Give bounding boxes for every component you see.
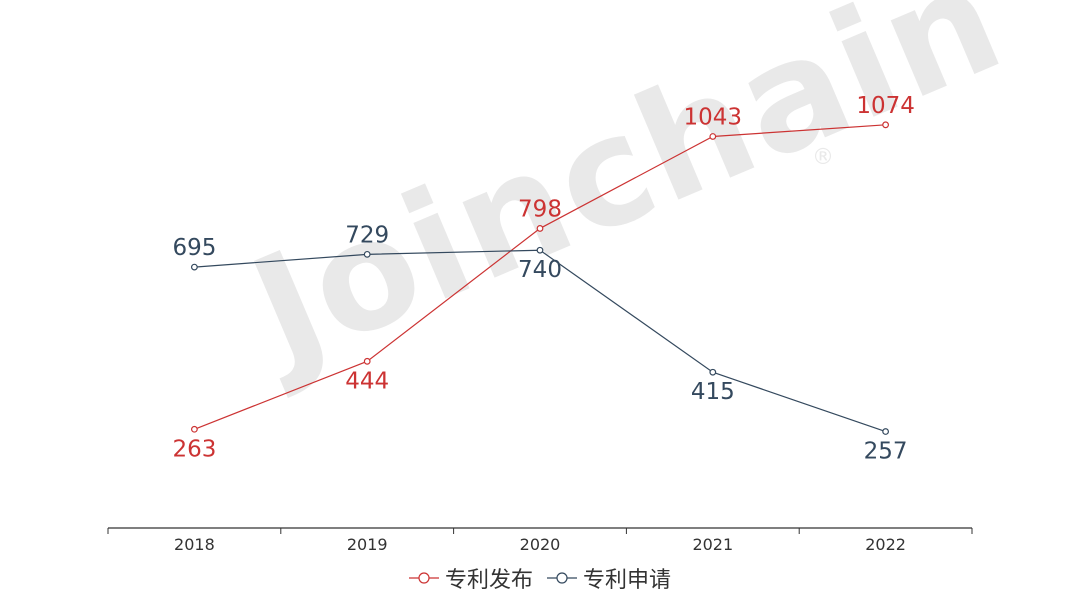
x-tick-label: 2018 [174, 535, 215, 554]
data-label: 1074 [856, 93, 915, 119]
data-point[interactable] [190, 263, 198, 271]
data-label: 695 [172, 235, 216, 261]
data-label: 257 [864, 439, 908, 465]
data-label: 729 [345, 222, 389, 248]
x-tick-label: 2019 [347, 535, 388, 554]
legend-item[interactable]: 专利申请 [547, 562, 671, 594]
chart-legend: 专利发布 专利申请 [0, 562, 1080, 594]
data-label: 1043 [684, 104, 743, 130]
data-label: 263 [172, 436, 216, 462]
data-label: 444 [345, 368, 389, 394]
data-label: 740 [518, 257, 562, 283]
x-tick-label: 2020 [520, 535, 561, 554]
data-label: 415 [691, 379, 735, 405]
x-tick-label: 2022 [865, 535, 906, 554]
x-tick-label: 2021 [692, 535, 733, 554]
data-point[interactable] [190, 425, 198, 433]
legend-label: 专利申请 [583, 568, 672, 593]
data-point[interactable] [363, 357, 371, 365]
data-point[interactable] [709, 368, 717, 376]
legend-line-circle-icon [547, 572, 577, 584]
data-point[interactable] [709, 133, 717, 140]
legend-item[interactable]: 专利发布 [408, 562, 533, 594]
data-point[interactable] [882, 121, 889, 129]
data-point[interactable] [536, 225, 544, 232]
legend-label: 专利发布 [444, 568, 533, 593]
watermark-registered-icon: ® [812, 145, 834, 170]
legend-line-circle-icon [408, 572, 439, 584]
data-point[interactable] [882, 428, 889, 435]
data-point[interactable] [536, 246, 544, 254]
data-point[interactable] [363, 250, 371, 258]
data-label: 798 [518, 196, 562, 222]
